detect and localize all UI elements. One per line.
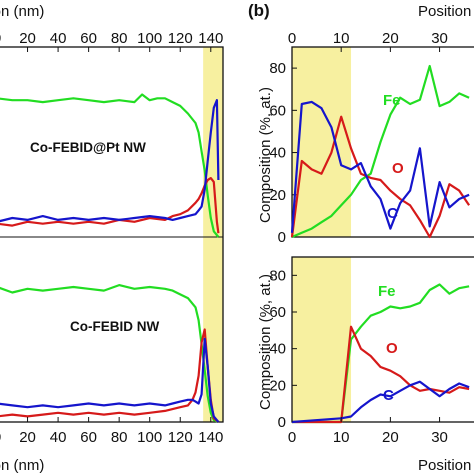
left-series-line-0-2 xyxy=(0,99,220,223)
left-top-tick-label: 140 xyxy=(198,30,223,47)
left-highlight-band-0 xyxy=(203,47,223,237)
annotation-co-febid-pt-nw: Co-FEBID@Pt NW xyxy=(30,140,146,155)
right-highlight-band-0 xyxy=(292,47,352,237)
series-label-fe: Fe xyxy=(378,283,396,300)
right-top-tick-label: 20 xyxy=(382,30,399,47)
right-series-line-0-2 xyxy=(290,100,470,233)
right-series-line-0-0 xyxy=(291,64,470,239)
right-bottom-x-axis-title: Position xyxy=(418,457,471,474)
annotation-co-febid-nw: Co-FEBID NW xyxy=(70,319,159,334)
left-top-tick-label: 80 xyxy=(111,30,128,47)
left-bottom-tick-label: 20 xyxy=(19,429,36,446)
panel-label-b: (b) xyxy=(248,1,270,20)
right-y-tick-label: 80 xyxy=(269,60,286,77)
right-series-line-1-2 xyxy=(291,380,470,424)
left-bottom-tick-label: 40 xyxy=(50,429,67,446)
left-bottom-tick-label: 140 xyxy=(198,429,223,446)
right-y-tick-label: 40 xyxy=(269,145,286,162)
left-bottom-tick-label: 80 xyxy=(111,429,128,446)
plot-layer: 0020204040606080801001001201201401400204… xyxy=(0,30,474,446)
right-y-tick-label: 60 xyxy=(269,102,286,119)
left-series-line-1-2 xyxy=(0,337,220,423)
right-y-tick-label: 0 xyxy=(278,229,286,246)
left-bottom-tick-label: 120 xyxy=(168,429,193,446)
left-panel-frame xyxy=(0,46,224,423)
left-bottom-tick-label: 60 xyxy=(80,429,97,446)
right-series-line-0-1 xyxy=(290,115,471,239)
left-bottom-tick-label: 100 xyxy=(137,429,162,446)
right-bottom-tick-label: 0 xyxy=(288,429,296,446)
right-bottom-y-axis-title: Composition (%, at.) xyxy=(257,274,274,410)
left-series-line-0-1 xyxy=(0,177,220,234)
right-y-tick-label: 0 xyxy=(278,414,286,431)
left-top-tick-label: 100 xyxy=(137,30,162,47)
left-series-line-1-1 xyxy=(0,328,220,423)
series-label-fe: Fe xyxy=(383,92,401,109)
right-y-tick-label: 60 xyxy=(269,304,286,321)
left-bottom-tick-label: 0 xyxy=(0,429,1,446)
right-y-tick-label: 20 xyxy=(269,187,286,204)
right-bottom-tick-label: 30 xyxy=(431,429,448,446)
right-y-tick-label: 40 xyxy=(269,341,286,358)
right-top-x-axis-title: Position xyxy=(418,3,471,20)
right-bottom-tick-label: 10 xyxy=(333,429,350,446)
left-top-tick-label: 20 xyxy=(19,30,36,47)
right-panel-frame-0 xyxy=(291,46,474,238)
right-y-tick-label: 80 xyxy=(269,267,286,284)
right-top-tick-label: 0 xyxy=(288,30,296,47)
left-top-tick-label: 40 xyxy=(50,30,67,47)
series-label-o: O xyxy=(392,160,404,177)
left-top-x-axis-title: Position (nm) xyxy=(0,3,44,20)
left-top-tick-label: 120 xyxy=(168,30,193,47)
right-panel-frame-1 xyxy=(291,256,474,423)
right-bottom-tick-label: 20 xyxy=(382,429,399,446)
right-y-tick-label: 20 xyxy=(269,377,286,394)
right-highlight-band-1 xyxy=(292,257,352,422)
series-label-o: O xyxy=(386,340,398,357)
series-label-c: C xyxy=(383,387,394,404)
left-series-line-1-0 xyxy=(0,284,219,424)
right-top-tick-label: 30 xyxy=(431,30,448,47)
left-bottom-x-axis-title: Position (nm) xyxy=(0,457,44,474)
right-top-tick-label: 10 xyxy=(333,30,350,47)
series-label-c: C xyxy=(387,205,398,222)
left-top-tick-label: 0 xyxy=(0,30,1,47)
left-top-tick-label: 60 xyxy=(80,30,97,47)
left-highlight-band-1 xyxy=(203,237,223,422)
left-series-line-0-0 xyxy=(0,93,220,238)
right-top-y-axis-title: Composition (%, at.) xyxy=(257,87,274,223)
